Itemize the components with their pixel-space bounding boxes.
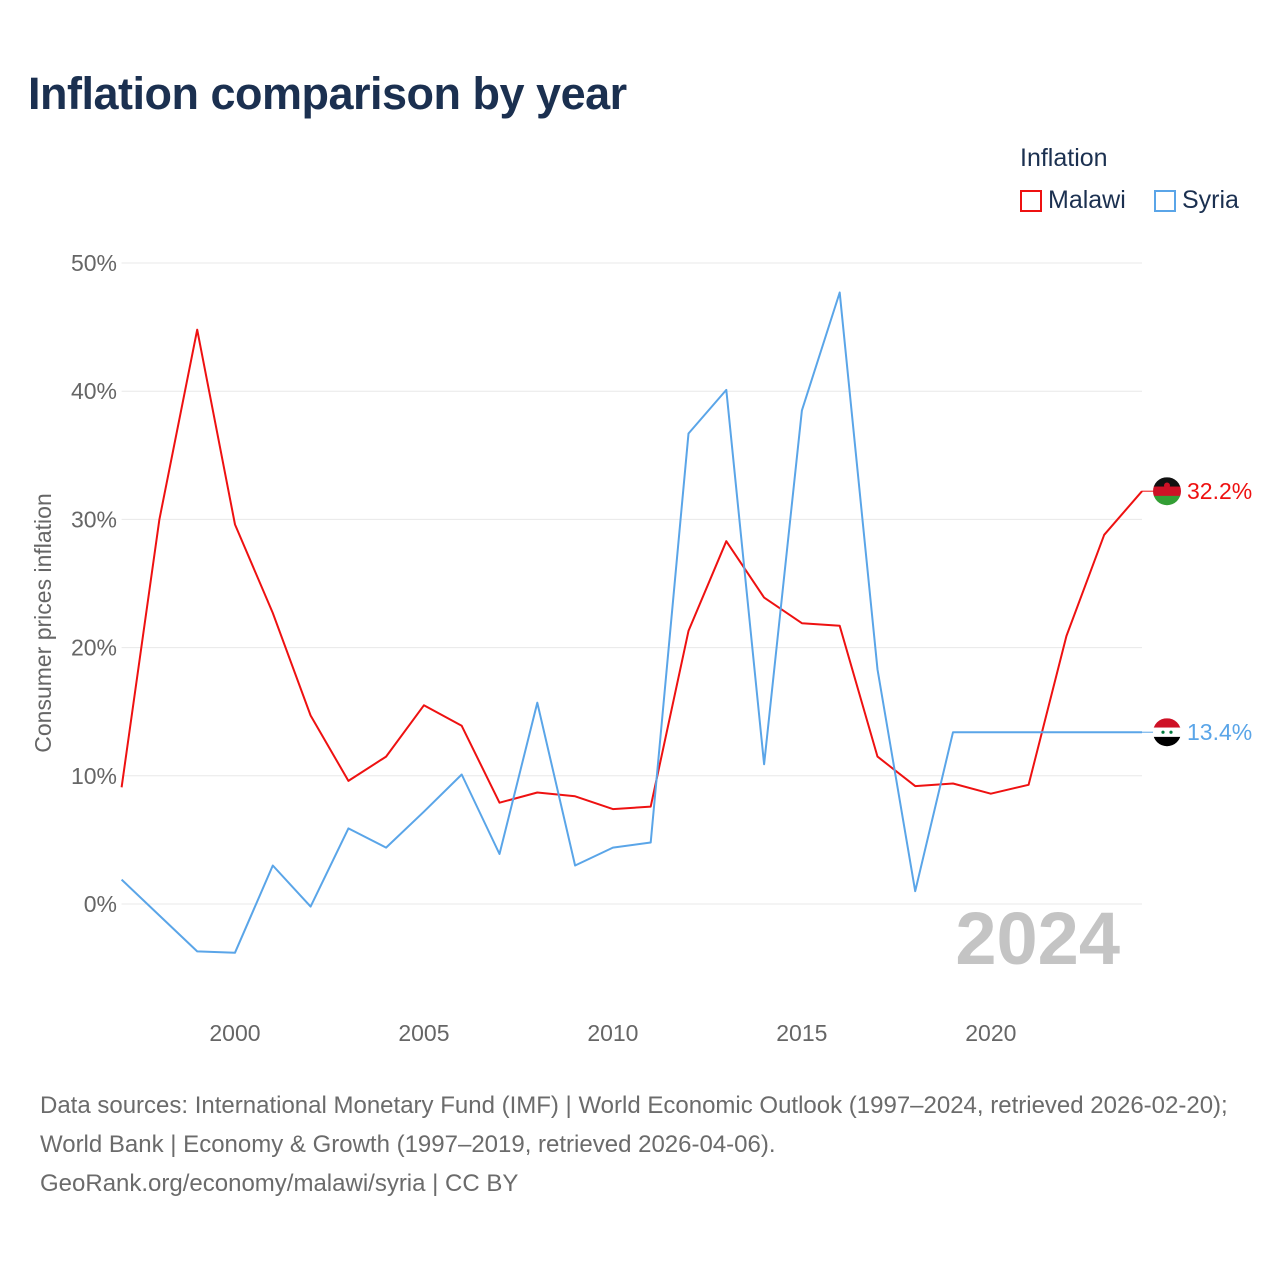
y-tick-label: 50% xyxy=(71,250,117,276)
data-sources: Data sources: International Monetary Fun… xyxy=(40,1092,1228,1158)
legend-swatch-syria xyxy=(1154,189,1176,212)
credit-link[interactable]: GeoRank.org/economy/malawi/syria | CC BY xyxy=(40,1170,519,1197)
syria-flag-icon xyxy=(1153,718,1181,747)
y-tick-label: 10% xyxy=(71,763,117,789)
legend-title: Inflation xyxy=(1020,144,1108,172)
y-tick-label: 20% xyxy=(71,635,117,661)
series-line-malawi xyxy=(120,328,1143,811)
legend-swatch-malawi xyxy=(1020,189,1042,212)
legend-item-syria[interactable]: Syria xyxy=(1154,186,1239,215)
end-value-label-syria: 13.4% xyxy=(1187,719,1252,745)
x-tick-label: 2015 xyxy=(776,1020,827,1046)
legend-label-syria: Syria xyxy=(1182,186,1239,214)
x-tick-label: 2020 xyxy=(965,1020,1016,1046)
x-tick-label: 2005 xyxy=(398,1020,449,1046)
legend-item-malawi[interactable]: Malawi xyxy=(1020,186,1126,215)
y-tick-label: 0% xyxy=(84,891,117,917)
end-value-label-malawi: 32.2% xyxy=(1187,478,1252,504)
footer: Data sources: International Monetary Fun… xyxy=(40,1086,1250,1203)
line-chart: 0% 10% 20% 30% 40% 50% 2000 2005 2010 2015 2020 Con… xyxy=(30,250,1252,1046)
y-tick-label: 40% xyxy=(71,378,117,404)
current-year-watermark: 2024 xyxy=(955,897,1120,980)
y-axis-label: Consumer prices inflation xyxy=(30,493,56,753)
y-tick-label: 30% xyxy=(71,506,117,532)
x-tick-label: 2000 xyxy=(209,1020,260,1046)
chart-title: Inflation comparison by year xyxy=(28,68,627,119)
x-tick-label: 2010 xyxy=(587,1020,638,1046)
malawi-flag-icon xyxy=(1153,477,1181,506)
series-line-syria xyxy=(120,291,1142,954)
legend-label-malawi: Malawi xyxy=(1048,186,1126,214)
